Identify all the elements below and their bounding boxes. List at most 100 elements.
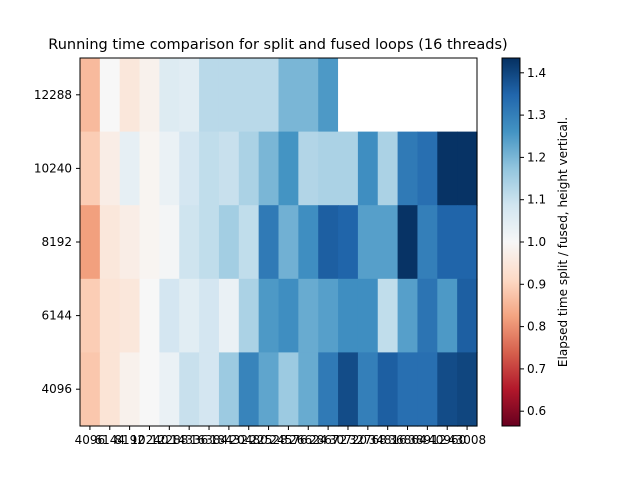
heatmap-cell — [179, 278, 200, 353]
heatmap-cell — [357, 131, 379, 206]
x-tick-label: 40960 — [428, 433, 466, 447]
heatmap-cell — [357, 58, 379, 133]
heatmap-cell — [139, 278, 160, 353]
colorbar-tick-label: 1.4 — [527, 66, 546, 80]
heatmap-cell — [199, 205, 220, 280]
heatmap-cell — [159, 352, 180, 427]
heatmap-cell — [397, 205, 419, 280]
colorbar-ticks: 0.6 0.7 0.8 0.9 1.0 1.1 1.2 1.3 1.4 — [520, 66, 546, 418]
colorbar-tick-label: 1.3 — [527, 108, 546, 122]
y-tick-label: 8192 — [41, 235, 72, 249]
heatmap-cell — [377, 278, 399, 353]
heatmap-cell — [417, 278, 438, 353]
colorbar-tick-label: 1.2 — [527, 150, 546, 164]
colorbar-tick-label: 0.8 — [527, 320, 546, 334]
x-tick-label: 18432 — [210, 433, 248, 447]
y-tick-label: 4096 — [41, 382, 72, 396]
heatmap-cell — [258, 278, 280, 353]
heatmap-cell — [99, 278, 121, 353]
heatmap-cell — [258, 352, 280, 427]
heatmap-cell — [298, 131, 319, 206]
x-tick-label: 32768 — [349, 433, 387, 447]
heatmap-cell — [80, 352, 101, 427]
colorbar-label: Elapsed time split / fused, height verti… — [556, 117, 570, 367]
heatmap-cell — [457, 278, 478, 353]
heatmap-cell — [318, 205, 339, 280]
colorbar-tick-label: 0.9 — [527, 277, 546, 291]
heatmap-cell — [457, 205, 478, 280]
heatmap-cell — [278, 352, 299, 427]
heatmap-cell — [238, 131, 260, 206]
x-tick-label: 28672 — [309, 433, 347, 447]
heatmap-cell — [437, 205, 458, 280]
heatmap-cell — [258, 131, 280, 206]
heatmap-cell — [159, 278, 180, 353]
heatmap-cell — [199, 352, 220, 427]
heatmap-cell — [457, 352, 478, 427]
x-tick-label: 8192 — [114, 433, 145, 447]
heatmap-cell — [298, 278, 319, 353]
heatmap-cell — [278, 278, 299, 353]
heatmap-cell — [80, 58, 101, 133]
colorbar-tick-label: 0.7 — [527, 362, 546, 376]
heatmap-cell — [318, 131, 339, 206]
heatmap-cell — [377, 205, 399, 280]
heatmap-cell — [218, 131, 240, 206]
heatmap-cell — [437, 58, 458, 133]
heatmap-cell — [338, 58, 359, 133]
heatmap-cell — [99, 131, 121, 206]
heatmap-cell — [417, 131, 438, 206]
x-tick-label: 20480 — [230, 433, 268, 447]
heatmap-cell — [397, 58, 419, 133]
y-tick-label: 10240 — [34, 161, 72, 175]
heatmap-cell — [338, 131, 359, 206]
heatmap-cell — [357, 205, 379, 280]
heatmap-cell — [258, 205, 280, 280]
colorbar-tick-label: 1.0 — [527, 235, 546, 249]
heatmap-cell — [119, 352, 141, 427]
x-tick-label: 4096 — [75, 433, 106, 447]
heatmap-cell — [258, 58, 280, 133]
heatmap-cell — [179, 131, 200, 206]
heatmap-cell — [139, 58, 160, 133]
heatmap-cell — [218, 58, 240, 133]
heatmap-cell — [80, 131, 101, 206]
x-tick-label: 22528 — [249, 433, 287, 447]
x-tick-label: 24576 — [269, 433, 307, 447]
heatmap-cell — [119, 278, 141, 353]
heatmap-cell — [99, 205, 121, 280]
x-tick-label: 43008 — [448, 433, 486, 447]
heatmap-cell — [377, 131, 399, 206]
heatmap-cell — [437, 278, 458, 353]
heatmap-cell — [119, 58, 141, 133]
heatmap-cell — [417, 205, 438, 280]
heatmap-cell — [357, 352, 379, 427]
heatmap-cell — [457, 58, 478, 133]
heatmap-cell — [159, 131, 180, 206]
heatmap-cell — [278, 131, 299, 206]
heatmap-cell — [238, 352, 260, 427]
heatmap-cell — [139, 205, 160, 280]
heatmap-cell — [199, 131, 220, 206]
heatmap-cell — [298, 352, 319, 427]
x-tick-label: 38912 — [408, 433, 446, 447]
heatmap-cell — [139, 352, 160, 427]
chart-title: Running time comparison for split and fu… — [48, 37, 507, 53]
heatmap-cell — [80, 205, 101, 280]
heatmap-cell — [159, 205, 180, 280]
heatmap-cell — [238, 278, 260, 353]
heatmap-cell — [417, 58, 438, 133]
heatmap-cell — [179, 352, 200, 427]
heatmap-cell — [238, 58, 260, 133]
heatmap-cell — [318, 352, 339, 427]
heatmap-cell — [99, 352, 121, 427]
heatmap-cell — [298, 205, 319, 280]
heatmap-cell — [397, 278, 419, 353]
heatmap-cell — [199, 58, 220, 133]
heatmap-cell — [397, 131, 419, 206]
colorbar — [501, 57, 521, 427]
heatmap-cell — [278, 58, 299, 133]
heatmap-cell — [199, 278, 220, 353]
